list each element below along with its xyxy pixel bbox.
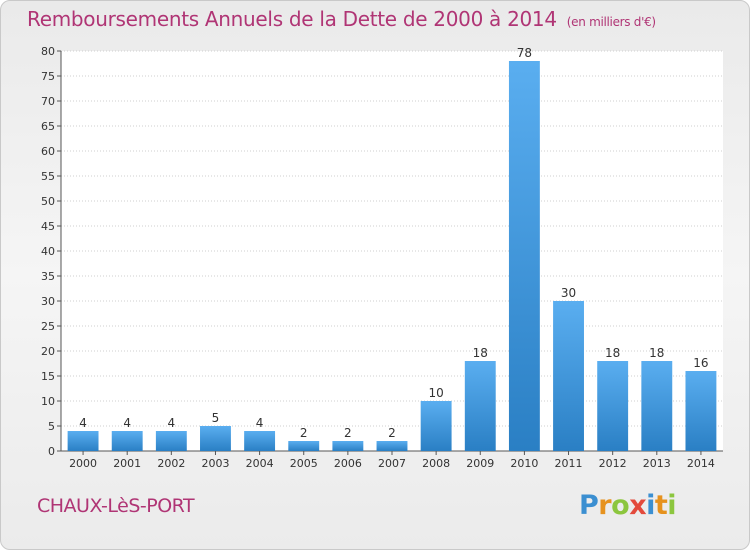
bar-value-label: 18 bbox=[649, 346, 664, 360]
bar bbox=[641, 361, 673, 451]
logo-letter: i bbox=[646, 490, 655, 521]
y-tick-label: 45 bbox=[41, 220, 55, 233]
y-tick-label: 15 bbox=[41, 370, 55, 383]
y-tick-label: 0 bbox=[48, 445, 55, 458]
bar bbox=[332, 441, 364, 451]
y-tick-label: 35 bbox=[41, 270, 55, 283]
bar bbox=[67, 431, 99, 451]
bar-value-label: 18 bbox=[605, 346, 620, 360]
logo-letter: r bbox=[598, 490, 612, 521]
y-tick-label: 40 bbox=[41, 245, 55, 258]
bar bbox=[553, 301, 584, 451]
y-tick-label: 10 bbox=[41, 395, 55, 408]
bar bbox=[376, 441, 408, 451]
bar bbox=[200, 426, 231, 451]
y-tick-label: 80 bbox=[41, 45, 55, 58]
bar-value-label: 18 bbox=[473, 346, 488, 360]
x-tick-label: 2013 bbox=[643, 457, 671, 470]
y-tick-label: 70 bbox=[41, 95, 55, 108]
y-tick-label: 30 bbox=[41, 295, 55, 308]
bar bbox=[111, 431, 143, 451]
x-tick-label: 2014 bbox=[687, 457, 715, 470]
bar-value-label: 2 bbox=[344, 426, 352, 440]
bar bbox=[597, 361, 629, 451]
logo-letter: x bbox=[629, 490, 647, 521]
bar bbox=[685, 371, 717, 451]
bar-value-label: 78 bbox=[517, 46, 532, 60]
x-tick-label: 2008 bbox=[422, 457, 450, 470]
bar bbox=[244, 431, 276, 451]
chart-subtitle: (en milliers d'€) bbox=[566, 15, 656, 29]
y-tick-label: 55 bbox=[41, 170, 55, 183]
x-tick-label: 2002 bbox=[157, 457, 185, 470]
x-tick-label: 2006 bbox=[334, 457, 362, 470]
logo-letter: P bbox=[579, 490, 599, 521]
bar-value-label: 5 bbox=[212, 411, 220, 425]
chart-title-text: Remboursements Annuels de la Dette de 20… bbox=[27, 7, 557, 31]
bar bbox=[420, 401, 452, 451]
y-tick-label: 25 bbox=[41, 320, 55, 333]
x-tick-label: 2004 bbox=[246, 457, 274, 470]
x-tick-label: 2007 bbox=[378, 457, 406, 470]
city-name: CHAUX-LèS-PORT bbox=[37, 495, 195, 517]
x-tick-label: 2001 bbox=[113, 457, 141, 470]
x-tick-label: 2012 bbox=[599, 457, 627, 470]
proxiti-logo: Proxiti bbox=[579, 490, 677, 521]
bar-value-label: 2 bbox=[300, 426, 308, 440]
bar-value-label: 16 bbox=[693, 356, 708, 370]
y-tick-label: 60 bbox=[41, 145, 55, 158]
logo-letter: i bbox=[667, 490, 677, 521]
x-tick-label: 2005 bbox=[290, 457, 318, 470]
bar bbox=[155, 431, 187, 451]
x-tick-label: 2010 bbox=[510, 457, 538, 470]
bar-value-label: 30 bbox=[561, 286, 576, 300]
y-tick-label: 65 bbox=[41, 120, 55, 133]
y-tick-label: 5 bbox=[48, 420, 55, 433]
bar-value-label: 4 bbox=[123, 416, 131, 430]
bar-value-label: 4 bbox=[256, 416, 264, 430]
bar-value-label: 10 bbox=[428, 386, 443, 400]
logo-letter: t bbox=[654, 490, 668, 521]
x-tick-label: 2009 bbox=[466, 457, 494, 470]
x-tick-label: 2000 bbox=[69, 457, 97, 470]
bar-value-label: 4 bbox=[168, 416, 176, 430]
bar-value-label: 2 bbox=[388, 426, 396, 440]
bar bbox=[464, 361, 496, 451]
logo-letter: o bbox=[611, 490, 630, 521]
x-tick-label: 2003 bbox=[201, 457, 229, 470]
bar bbox=[288, 441, 320, 451]
y-tick-label: 20 bbox=[41, 345, 55, 358]
bar-value-label: 4 bbox=[79, 416, 87, 430]
chart-title: Remboursements Annuels de la Dette de 20… bbox=[27, 7, 656, 31]
x-tick-label: 2011 bbox=[555, 457, 583, 470]
y-tick-label: 50 bbox=[41, 195, 55, 208]
bar bbox=[508, 61, 540, 451]
y-tick-label: 75 bbox=[41, 70, 55, 83]
